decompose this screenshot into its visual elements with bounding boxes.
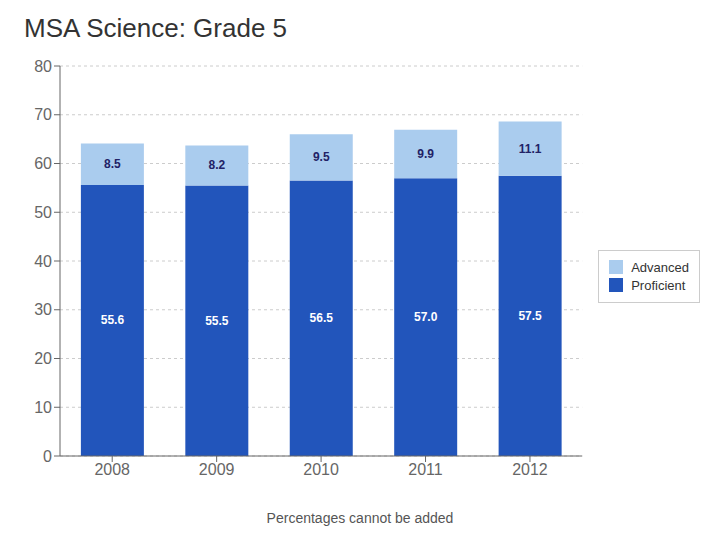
svg-text:2012: 2012 (512, 461, 548, 478)
svg-text:9.5: 9.5 (313, 150, 330, 164)
svg-text:57.5: 57.5 (518, 309, 542, 323)
svg-text:2009: 2009 (199, 461, 235, 478)
svg-text:11.1: 11.1 (519, 142, 542, 156)
svg-text:30: 30 (34, 301, 52, 318)
html-text:MSA Science: Grade 5: MSA Science: Grade 5 (24, 12, 287, 43)
html-text:Proficient: Proficient (631, 277, 686, 293)
svg-text:2011: 2011 (408, 461, 443, 478)
svg-text:50: 50 (34, 204, 52, 221)
svg-text:60: 60 (34, 155, 52, 172)
svg-text:56.5: 56.5 (310, 311, 334, 325)
svg-text:0: 0 (43, 448, 52, 465)
svg-text:9.9: 9.9 (417, 147, 434, 161)
svg-text:55.6: 55.6 (101, 313, 125, 327)
svg-text:80: 80 (34, 58, 52, 75)
html-text:Percentages cannot be added: Percentages cannot be added (266, 510, 454, 526)
html-text:Advanced: Advanced (631, 259, 689, 275)
svg-text:8.2: 8.2 (208, 158, 225, 172)
svg-text:55.5: 55.5 (205, 314, 229, 328)
svg-text:2008: 2008 (94, 461, 130, 478)
svg-text:20: 20 (34, 350, 52, 367)
svg-text:8.5: 8.5 (104, 157, 121, 171)
svg-text:70: 70 (34, 106, 52, 123)
svg-text:40: 40 (34, 253, 52, 270)
svg-text:10: 10 (34, 399, 52, 416)
svg-text:57.0: 57.0 (414, 310, 438, 324)
svg-text:2010: 2010 (303, 461, 339, 478)
